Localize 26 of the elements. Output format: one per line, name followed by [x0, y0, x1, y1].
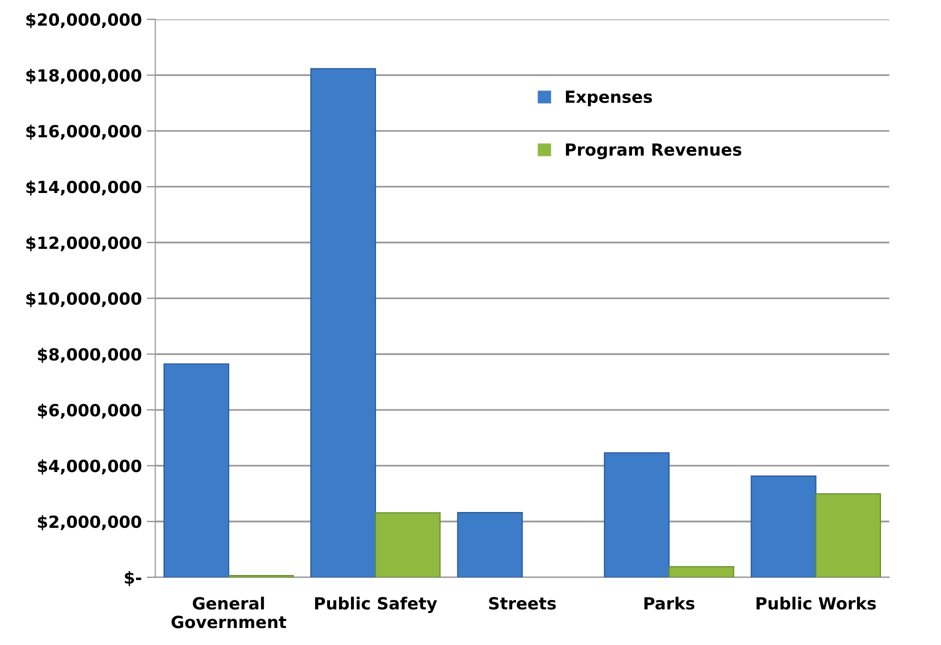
y-tick-label: $20,000,000: [26, 13, 142, 28]
y-tick-label: $6,000,000: [38, 404, 142, 419]
legend-label: Expenses: [566, 90, 652, 106]
x-tick-label: Public Works: [756, 596, 876, 610]
y-tick-label: $4,000,000: [38, 459, 142, 474]
y-tick-label: $10,000,000: [26, 292, 142, 308]
y-tick-label: $16,000,000: [26, 124, 142, 140]
bar: [164, 363, 230, 578]
bar: [374, 512, 441, 578]
bar: [668, 566, 734, 578]
y-tick-label: $12,000,000: [26, 236, 142, 252]
bar: [310, 68, 376, 578]
y-tick-label: $18,000,000: [26, 68, 142, 84]
bar: [604, 452, 670, 578]
bar: [457, 512, 523, 578]
bar: [815, 493, 881, 578]
legend-label: Program Revenues: [566, 143, 742, 160]
y-tick-label: $2,000,000: [38, 515, 142, 530]
y-tick-label: $14,000,000: [26, 180, 142, 196]
y-tick-label: $-: [124, 570, 142, 586]
x-tick-label: General Government: [172, 596, 286, 628]
y-tick-label: $8,000,000: [38, 348, 142, 363]
x-tick-label: Public Safety: [315, 596, 438, 613]
x-tick-label: Streets: [489, 597, 556, 610]
bar: [750, 475, 816, 578]
x-tick-label: Parks: [644, 596, 694, 610]
